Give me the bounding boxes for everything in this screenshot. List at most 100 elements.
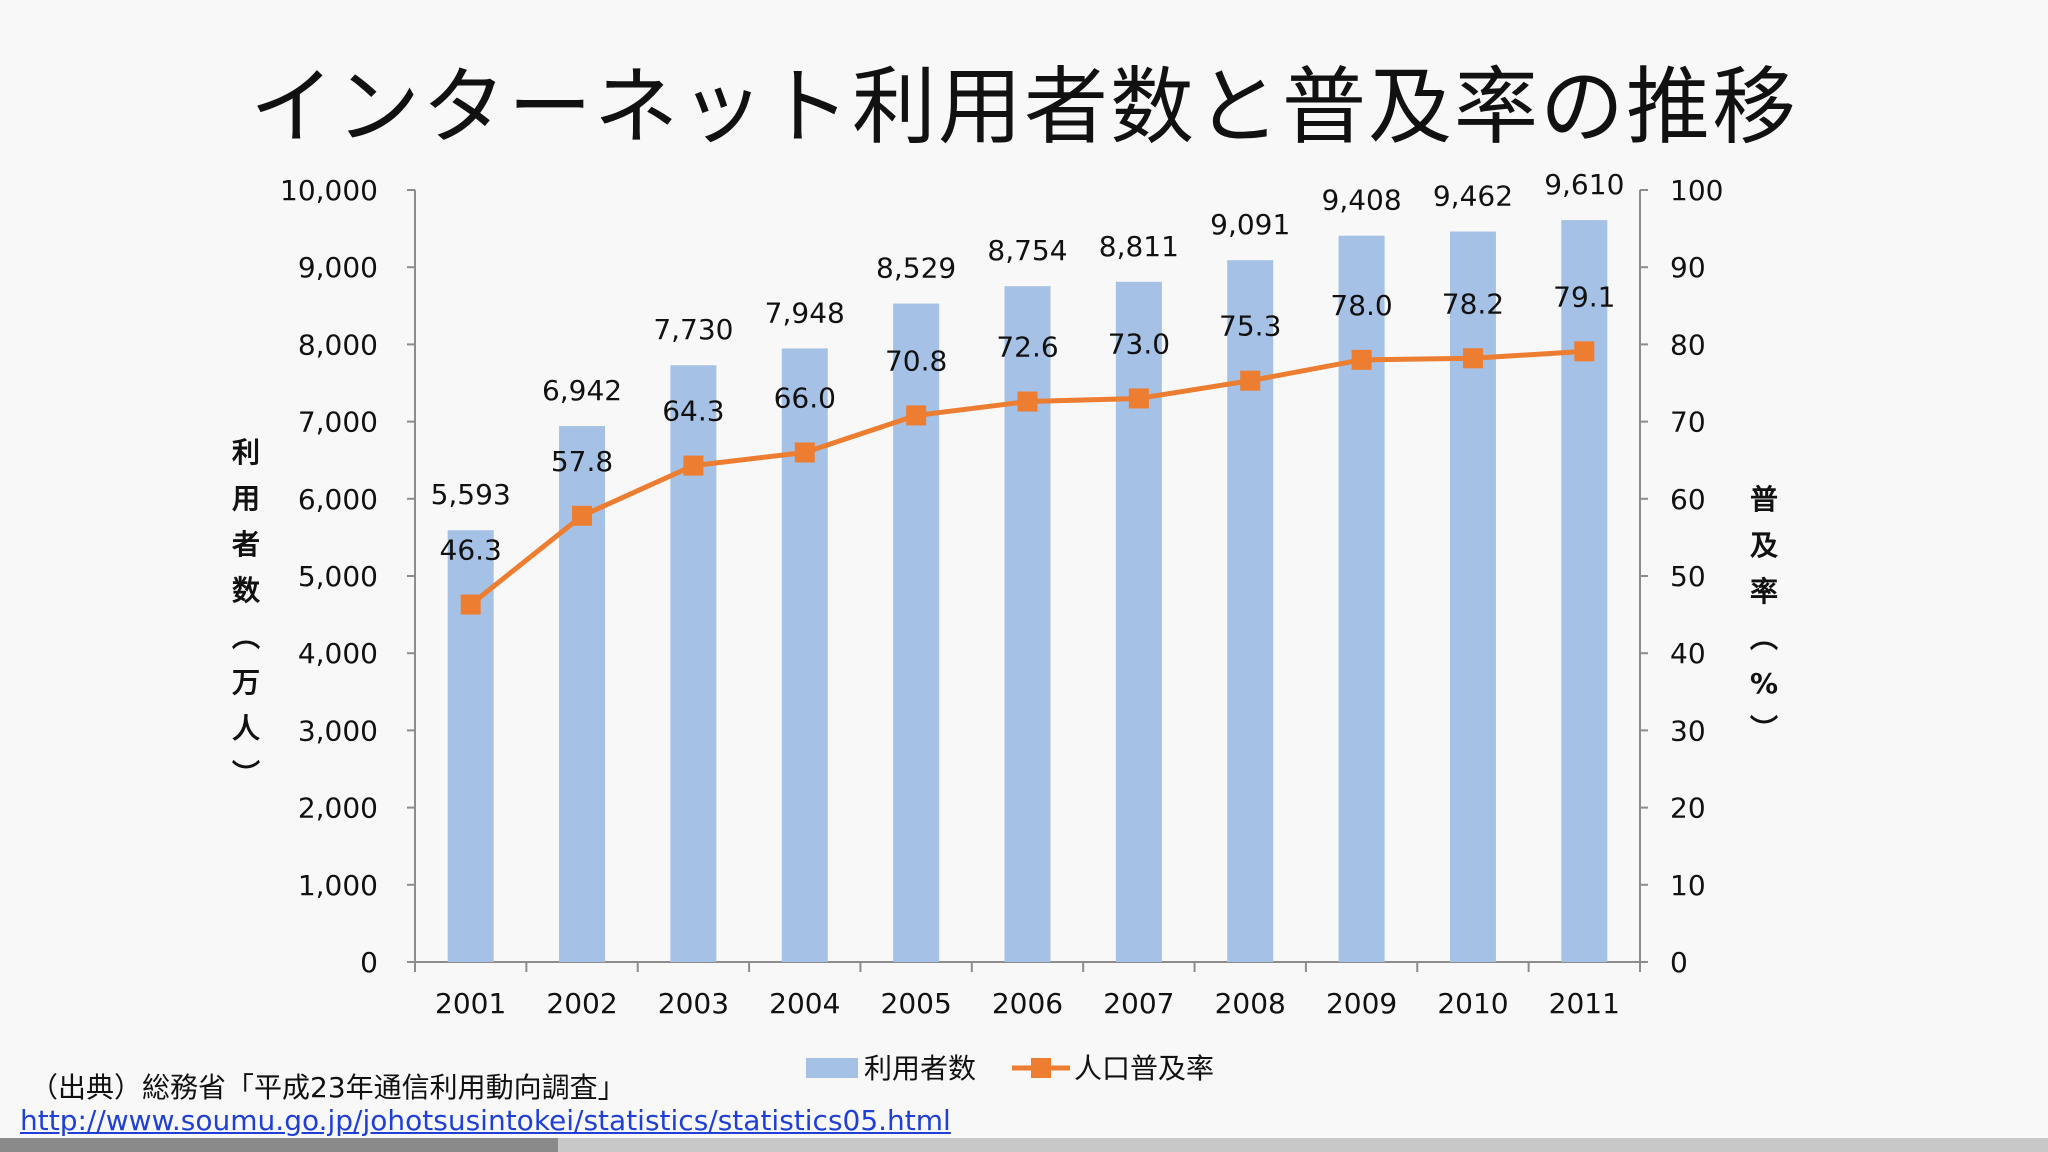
y-axis-left-tick-label: 9,000 <box>298 251 378 284</box>
y-axis-left-tick-label: 5,000 <box>298 560 378 593</box>
x-axis-tick-label: 2006 <box>992 987 1063 1020</box>
bar <box>670 365 717 962</box>
slide-title: インターネット利用者数と普及率の推移 <box>249 58 1798 156</box>
bar-data-label: 5,593 <box>431 478 511 511</box>
x-axis-tick-label: 2007 <box>1103 987 1174 1020</box>
y-axis-right-tick-label: 0 <box>1670 946 1688 979</box>
axis-label-char: 率 <box>1749 575 1778 608</box>
line-data-label: 72.6 <box>996 331 1058 364</box>
bar-data-label: 9,610 <box>1544 168 1624 201</box>
legend-swatch-marker <box>1031 1058 1051 1078</box>
y-axis-right-tick-label: 100 <box>1670 174 1723 207</box>
horizontal-scrollbar[interactable] <box>0 1138 2048 1152</box>
y-axis-right-tick-label: 30 <box>1670 714 1706 747</box>
source-link[interactable]: http://www.soumu.go.jp/johotsusintokei/s… <box>20 1104 951 1137</box>
line-point-marker <box>1128 388 1149 409</box>
chart-axes: 0 1,000 2,000 3,000 4,000 5,000 6,000 7,000 8,00… <box>280 174 1723 1020</box>
axis-label-char: 利 <box>231 436 260 469</box>
bar <box>1338 235 1385 962</box>
x-axis-tick-label: 2003 <box>658 987 729 1020</box>
x-axis-tick-label: 2001 <box>435 987 506 1020</box>
bar <box>1004 286 1051 963</box>
line-point-marker <box>1351 349 1372 370</box>
y-axis-left-tick-label: 6,000 <box>298 483 378 516</box>
axis-label-char: 者 <box>231 528 260 561</box>
axis-label-char: 数 <box>231 574 260 607</box>
line-data-label: 46.3 <box>440 534 502 567</box>
axis-label-char: ︶ <box>1749 713 1778 746</box>
line-data-label: 75.3 <box>1219 310 1281 343</box>
line-data-label: 64.3 <box>662 395 724 428</box>
y-axis-left-tick-label: 10,000 <box>280 174 378 207</box>
axis-label-char: 人 <box>231 712 260 745</box>
line-data-label: 78.0 <box>1330 289 1392 322</box>
source-citation: （出典）総務省「平成23年通信利用動向調査」 <box>30 1071 626 1104</box>
y-axis-right-label: 普及率 ︵% ︶ <box>1744 477 1784 753</box>
line-point-marker <box>906 405 927 426</box>
line-point-marker <box>794 442 815 463</box>
scrollbar-thumb[interactable] <box>0 1138 558 1152</box>
axis-label-char: ︶ <box>231 758 260 791</box>
legend-swatch-bar <box>806 1058 858 1078</box>
bar-data-label: 8,529 <box>876 252 956 285</box>
line-point-marker <box>1574 341 1595 362</box>
legend-label-line: 人口普及率 <box>1074 1052 1214 1085</box>
y-axis-left-tick-label: 0 <box>360 946 378 979</box>
bar-data-label: 7,730 <box>653 313 733 346</box>
y-axis-left-tick-label: 2,000 <box>298 792 378 825</box>
axis-label-char: 及 <box>1749 529 1778 562</box>
bar <box>1449 231 1496 963</box>
y-axis-left-label: 利用者数 ︵ 万人 ︶ <box>226 430 266 798</box>
line-data-label: 57.8 <box>551 445 613 478</box>
axis-label-char: 用 <box>231 482 260 515</box>
bar <box>1561 220 1608 962</box>
legend-label-bar: 利用者数 <box>864 1052 976 1085</box>
y-axis-right-tick-label: 40 <box>1670 637 1706 670</box>
bar-data-label: 9,462 <box>1433 180 1513 213</box>
bar <box>893 303 940 963</box>
axis-label-char: % <box>1749 667 1779 700</box>
bar-data-label: 7,948 <box>765 296 845 329</box>
y-axis-left-tick-label: 1,000 <box>298 869 378 902</box>
y-axis-right-tick-label: 80 <box>1670 328 1706 361</box>
bar <box>1227 260 1274 962</box>
axis-label-char: 万 <box>231 666 260 699</box>
line-data-label: 79.1 <box>1553 280 1615 313</box>
y-axis-right-tick-label: 70 <box>1670 406 1706 439</box>
bar-data-label: 8,811 <box>1099 230 1179 263</box>
line-point-marker <box>1462 348 1483 369</box>
axis-label-char: 普 <box>1749 483 1778 516</box>
y-axis-left-tick-label: 8,000 <box>298 328 378 361</box>
axis-label-char: ︵ <box>1749 621 1778 654</box>
x-axis-tick-label: 2008 <box>1215 987 1286 1020</box>
chart-legend: 利用者数 人口普及率 <box>806 1052 1214 1085</box>
x-axis-tick-label: 2009 <box>1326 987 1397 1020</box>
x-axis-tick-label: 2002 <box>546 987 617 1020</box>
line-data-label: 73.0 <box>1108 327 1170 360</box>
y-axis-left-tick-label: 4,000 <box>298 637 378 670</box>
x-axis-tick-label: 2004 <box>769 987 840 1020</box>
line-point-marker <box>460 594 481 615</box>
x-axis-tick-label: 2010 <box>1437 987 1508 1020</box>
y-axis-right-tick-label: 90 <box>1670 251 1706 284</box>
data-labels: 5,593 6,942 7,730 7,948 8,529 8,754 8,811 9,091… <box>431 168 1625 566</box>
y-axis-right-tick-label: 10 <box>1670 869 1706 902</box>
x-axis-tick-label: 2011 <box>1549 987 1620 1020</box>
line-series <box>460 341 1595 615</box>
line-point-marker <box>1017 391 1038 412</box>
line-data-label: 78.2 <box>1442 287 1504 320</box>
y-axis-right-tick-label: 50 <box>1670 560 1706 593</box>
line-data-label: 66.0 <box>774 381 836 414</box>
bar-data-label: 9,408 <box>1322 184 1402 217</box>
y-axis-right-tick-label: 20 <box>1670 792 1706 825</box>
y-axis-left-tick-label: 3,000 <box>298 714 378 747</box>
bar-data-label: 6,942 <box>542 374 622 407</box>
x-axis-tick-label: 2005 <box>881 987 952 1020</box>
bar-data-label: 9,091 <box>1210 208 1290 241</box>
line-point-marker <box>683 455 704 476</box>
line-point-marker <box>572 505 593 526</box>
line-point-marker <box>1240 370 1261 391</box>
axis-label-char: ︵ <box>231 620 260 653</box>
bar-data-label: 8,754 <box>987 234 1067 267</box>
